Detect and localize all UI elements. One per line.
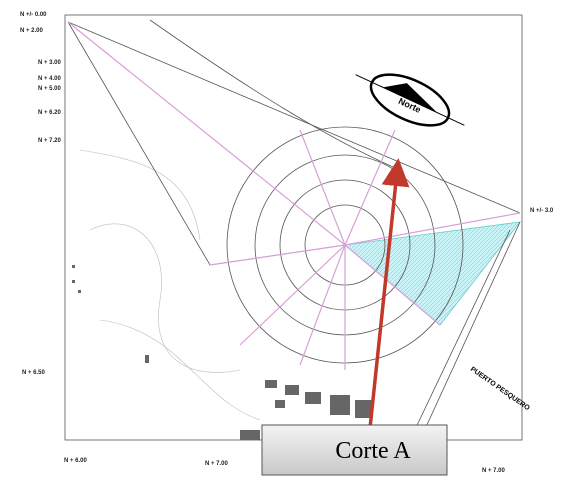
edge: [149, 19, 401, 171]
map-drawing: Norte PUERTO PESQUERO: [64, 14, 531, 441]
frame: [64, 14, 523, 441]
level-label: N + 2.00: [20, 28, 44, 34]
level-label: N + 7.20: [38, 138, 62, 144]
section-box: [261, 424, 448, 476]
level-label: N +/- 0.00: [20, 12, 47, 18]
water-area: [344, 221, 521, 326]
section-label: Corte A: [335, 438, 411, 464]
level-label: N + 3.00: [38, 60, 62, 66]
contour: [79, 149, 201, 241]
level-labels: N +/- 0.00 N + 2.00 N + 3.00 N + 4.00 N + 5.…: [20, 12, 554, 474]
level-label: N + 6.00: [64, 458, 88, 464]
level-label: N + 7.00: [205, 461, 229, 467]
radial-plan: [67, 21, 521, 370]
section-arrow: [368, 158, 410, 429]
level-label: N + 6.20: [38, 110, 62, 116]
level-label: N +/- 3.0: [530, 208, 554, 214]
coast: [409, 221, 521, 441]
level-label: N + 4.00: [38, 76, 62, 82]
contour: [89, 223, 241, 373]
contour: [99, 319, 261, 421]
level-label: N + 6.50: [22, 370, 46, 376]
level-label: N + 5.00: [38, 86, 62, 92]
edge: [67, 21, 521, 214]
buildings: [72, 265, 373, 440]
level-label: N + 7.00: [482, 468, 506, 474]
north-arrow: Norte: [355, 73, 465, 127]
